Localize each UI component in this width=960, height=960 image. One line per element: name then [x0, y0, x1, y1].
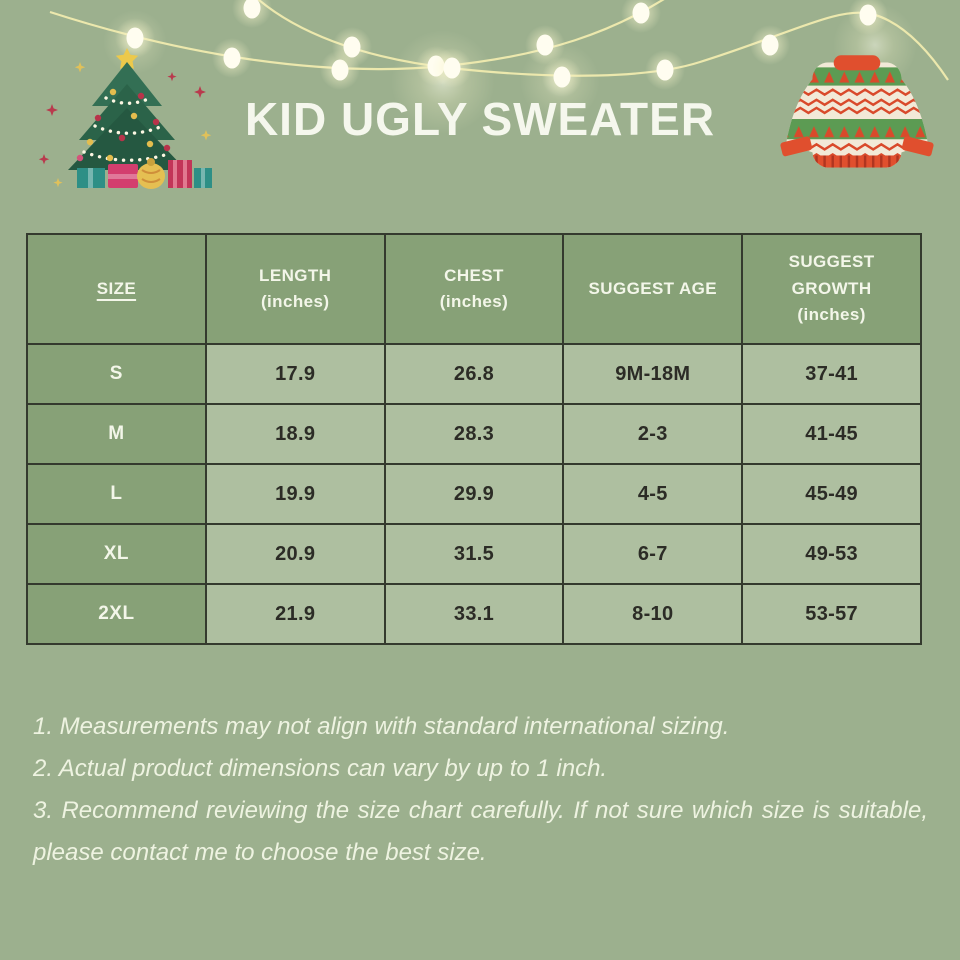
cell-size: XL — [26, 523, 207, 585]
header-label: LENGTH — [259, 265, 332, 285]
table-row: M 18.9 28.3 2-3 41-45 — [26, 403, 922, 465]
header-unit: (inches) — [439, 292, 509, 311]
cell-age: 8-10 — [562, 583, 744, 645]
column-header-suggest-age: SUGGEST AGE — [562, 233, 744, 345]
cell-chest: 26.8 — [383, 343, 565, 405]
cell-growth: 53-57 — [741, 583, 922, 645]
cell-chest: 29.9 — [383, 463, 565, 525]
column-header-chest: CHEST (inches) — [383, 233, 565, 345]
cell-age: 9M-18M — [562, 343, 744, 405]
cell-length: 19.9 — [204, 463, 386, 525]
cell-size: M — [26, 403, 207, 465]
header-label: SIZE — [96, 278, 137, 298]
column-header-length: LENGTH (inches) — [204, 233, 386, 345]
column-header-size: SIZE — [26, 233, 207, 345]
cell-size: L — [26, 463, 207, 525]
cell-age: 4-5 — [562, 463, 744, 525]
footnotes: 1. Measurements may not align with stand… — [33, 706, 928, 874]
table-row: XL 20.9 31.5 6-7 49-53 — [26, 523, 922, 585]
header-unit: (inches) — [797, 305, 866, 325]
header-row: SIZE LENGTH (inches) CHEST (inches) SUGG… — [26, 233, 922, 345]
cell-size: S — [26, 343, 207, 405]
cell-chest: 31.5 — [383, 523, 565, 585]
cell-growth: 49-53 — [741, 523, 922, 585]
table-row: 2XL 21.9 33.1 8-10 53-57 — [26, 583, 922, 645]
cell-chest: 28.3 — [383, 403, 565, 465]
page-title: KID UGLY SWEATER — [244, 93, 716, 145]
cell-length: 20.9 — [204, 523, 386, 585]
header-label: SUGGEST AGE — [588, 278, 718, 298]
table-row: L 19.9 29.9 4-5 45-49 — [26, 463, 922, 525]
header-label: SUGGEST GROWTH — [788, 252, 875, 298]
cell-length: 17.9 — [204, 343, 386, 405]
note-3: 3. Recommend reviewing the size chart ca… — [33, 797, 928, 866]
note-2: 2. Actual product dimensions can vary by… — [33, 755, 608, 782]
cell-chest: 33.1 — [383, 583, 565, 645]
cell-size: 2XL — [26, 583, 207, 645]
cell-growth: 37-41 — [741, 343, 922, 405]
cell-length: 21.9 — [204, 583, 386, 645]
note-1: 1. Measurements may not align with stand… — [33, 713, 730, 740]
header-label: CHEST — [444, 265, 504, 285]
ugly-sweater-icon — [780, 55, 934, 168]
table-row: S 17.9 26.8 9M-18M 37-41 — [26, 343, 922, 405]
cell-age: 6-7 — [562, 523, 744, 585]
column-header-suggest-growth: SUGGEST GROWTH (inches) — [741, 233, 922, 345]
size-chart-table: SIZE LENGTH (inches) CHEST (inches) SUGG… — [26, 233, 922, 645]
cell-length: 18.9 — [204, 403, 386, 465]
header-unit: (inches) — [261, 292, 330, 311]
cell-age: 2-3 — [562, 403, 744, 465]
cell-growth: 45-49 — [741, 463, 922, 525]
cell-growth: 41-45 — [741, 403, 922, 465]
christmas-tree-icon — [38, 48, 212, 189]
